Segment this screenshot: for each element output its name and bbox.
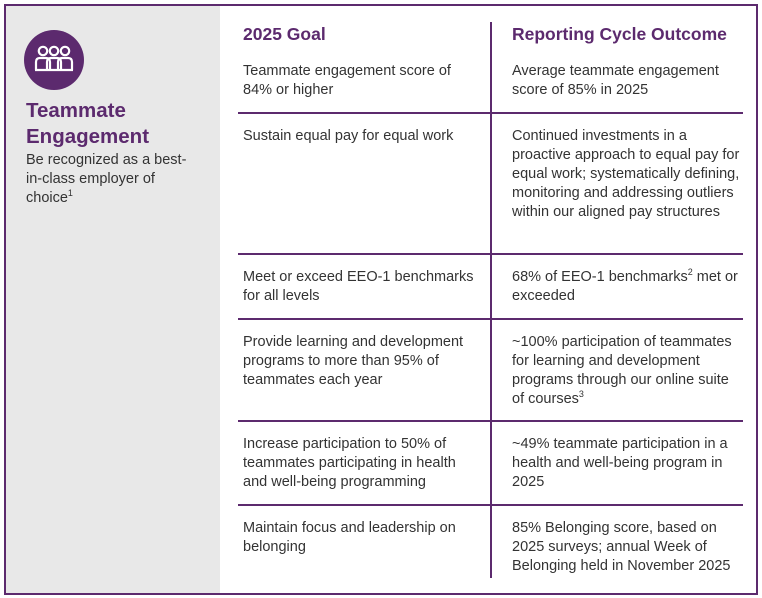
outcome-learning-text: ~100% participation of teammates for lea… [512, 334, 732, 407]
outcome-cell-wellbeing: ~49% teammate participation in a health … [512, 436, 728, 490]
column-divider [490, 22, 492, 578]
goal-cell-eeo1: Meet or exceed EEO-1 benchmarks for all … [243, 269, 474, 304]
outcome-eeo1-text-b: met or exceeded [512, 269, 738, 304]
goals-panel: Teammate Engagement Be recognized as a b… [4, 4, 758, 595]
description-text: Be recognized as a best-in-class employe… [26, 152, 187, 206]
outcome-cell-belonging: 85% Belonging score, based on 2025 surve… [512, 520, 731, 574]
row-divider [238, 504, 743, 506]
section-title-line2: Engagement [26, 125, 150, 148]
goal-cell-equal-pay: Sustain equal pay for equal work [243, 128, 454, 144]
sidebar: Teammate Engagement Be recognized as a b… [6, 6, 220, 593]
row-divider [238, 318, 743, 320]
outcome-column-header: Reporting Cycle Outcome [512, 24, 727, 44]
outcome-eeo1-text-a: 68% of EEO-1 benchmarks [512, 269, 688, 285]
footnote-marker: 3 [578, 389, 584, 400]
goal-cell-wellbeing: Increase participation to 50% of teammat… [243, 436, 456, 490]
row-divider [238, 420, 743, 422]
goal-cell-learning: Provide learning and development program… [243, 334, 464, 388]
goal-column-header: 2025 Goal [243, 24, 326, 44]
section-title: Teammate Engagement [26, 98, 216, 150]
row-divider [238, 253, 743, 255]
outcome-cell-equal-pay: Continued investments in a proactive app… [512, 128, 740, 220]
footnote-marker: 2 [687, 267, 693, 278]
row-divider [238, 112, 743, 114]
footnote-marker: 1 [67, 188, 73, 199]
goal-cell-belonging: Maintain focus and leadership on belongi… [243, 520, 456, 555]
section-title-line1: Teammate [26, 99, 126, 122]
outcome-cell-eeo1: 68% of EEO-1 benchmarks2 met or exceeded [512, 268, 740, 306]
goal-cell-engagement: Teammate engagement score of 84% or high… [243, 63, 451, 98]
outcome-cell-engagement: Average teammate engagement score of 85%… [512, 63, 719, 98]
outcome-cell-learning: ~100% participation of teammates for lea… [512, 333, 740, 409]
section-description: Be recognized as a best-in-class employe… [26, 151, 196, 208]
people-group-icon [24, 30, 84, 90]
